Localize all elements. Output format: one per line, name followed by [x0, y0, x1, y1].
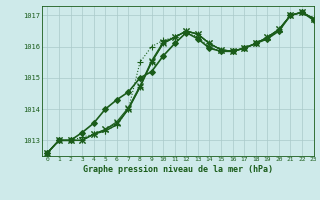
- X-axis label: Graphe pression niveau de la mer (hPa): Graphe pression niveau de la mer (hPa): [83, 165, 273, 174]
